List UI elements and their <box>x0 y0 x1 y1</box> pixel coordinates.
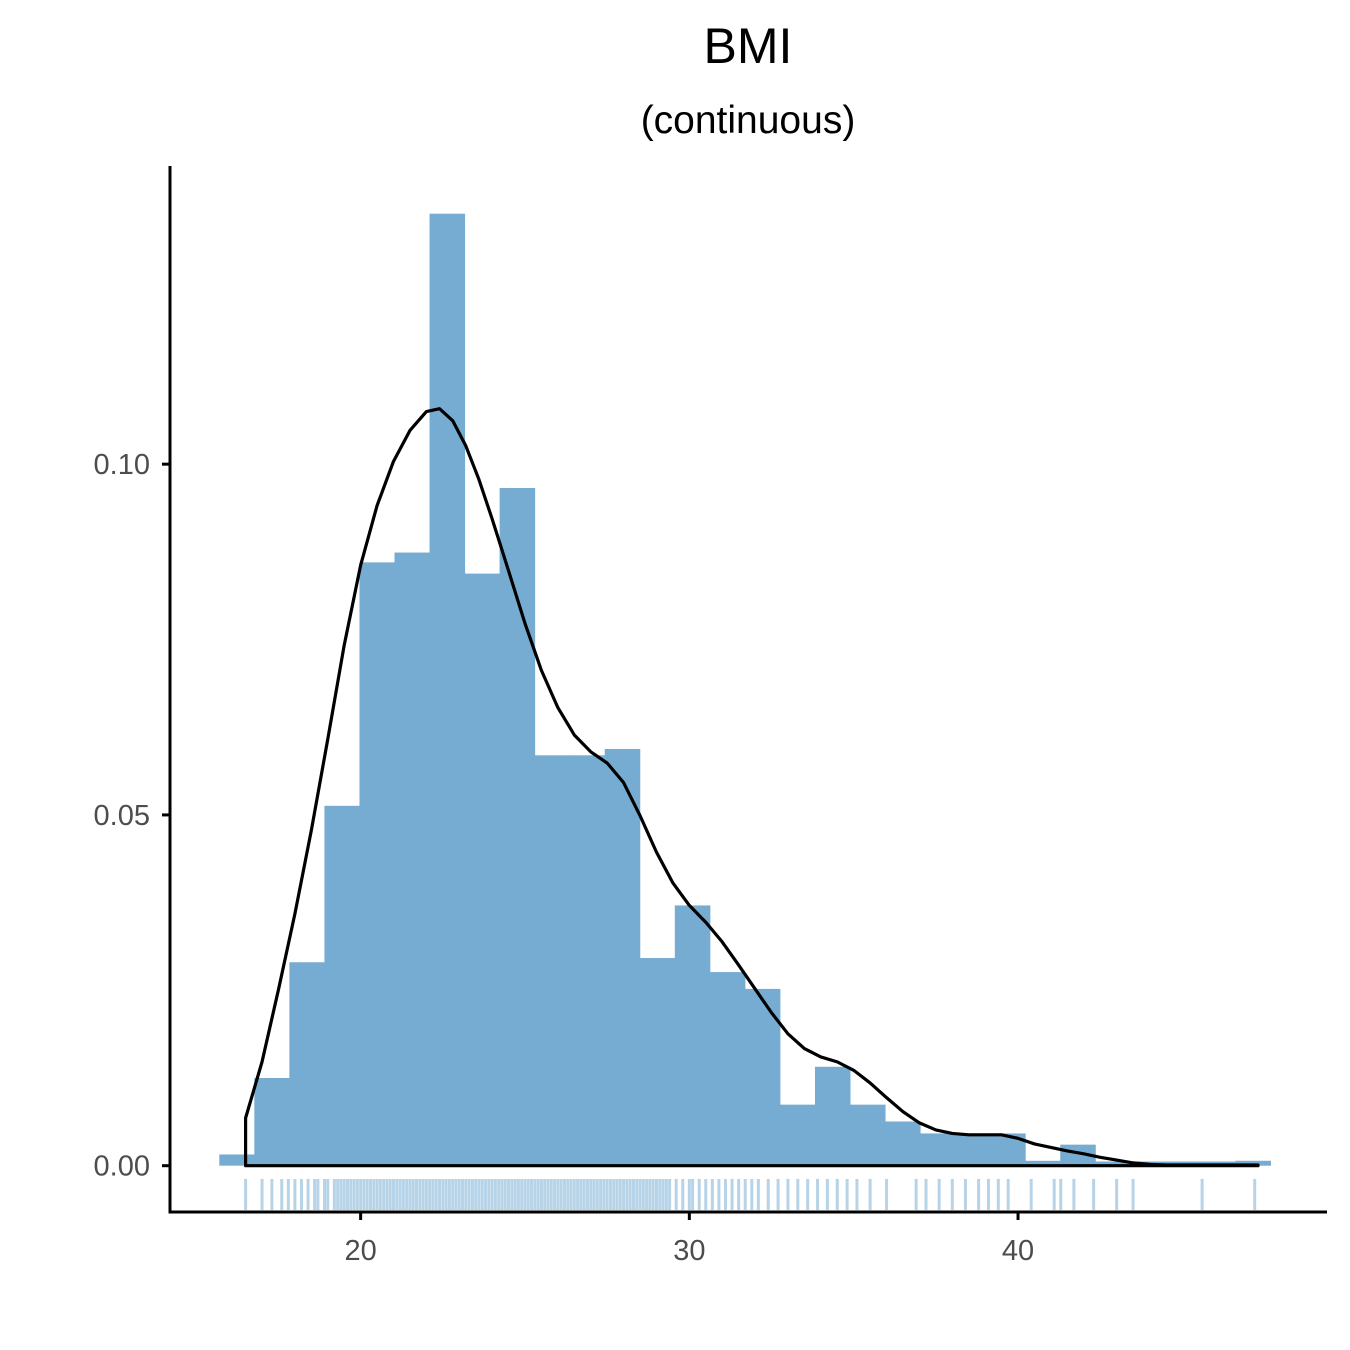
histogram-bar <box>1235 1160 1271 1166</box>
density-curve <box>244 407 1260 1168</box>
histogram-bar <box>359 562 395 1166</box>
histogram-bar <box>885 1121 921 1166</box>
y-tick-label: 0.10 <box>94 449 150 481</box>
histogram-bar <box>464 573 501 1166</box>
chart-title: BMI <box>704 18 793 74</box>
rug-marks <box>244 1179 1257 1210</box>
histogram-bar <box>850 1104 886 1166</box>
histogram-bar <box>394 552 431 1166</box>
histogram-bars <box>219 213 1271 1166</box>
histogram-bar <box>674 905 711 1166</box>
histogram-bar <box>254 1078 290 1166</box>
chart-subtitle: (continuous) <box>641 99 856 142</box>
x-tick-label: 40 <box>1002 1235 1034 1267</box>
histogram-bar <box>324 805 360 1166</box>
histogram-bar <box>534 755 571 1166</box>
histogram-bar <box>429 213 466 1166</box>
x-tick-label: 30 <box>673 1235 705 1267</box>
histogram-bar <box>604 748 641 1166</box>
y-tick-label: 0.00 <box>94 1151 150 1183</box>
histogram-bar <box>499 488 536 1166</box>
y-tick-label: 0.05 <box>94 800 150 832</box>
histogram-bar <box>289 962 325 1166</box>
histogram-bar <box>814 1066 851 1166</box>
histogram-bar <box>569 755 606 1166</box>
histogram-bar <box>1095 1161 1131 1166</box>
x-axis-ticks: 20 30 40 <box>345 1212 1034 1267</box>
x-tick-label: 20 <box>345 1235 377 1267</box>
y-axis-ticks: 0.00 0.05 0.10 <box>94 449 170 1183</box>
histogram-bar <box>955 1133 991 1166</box>
histogram-bar <box>219 1154 255 1166</box>
histogram-bar <box>709 972 746 1166</box>
histogram-bar <box>1025 1160 1061 1166</box>
histogram-bar <box>639 958 676 1166</box>
histogram-bar <box>920 1133 956 1166</box>
histogram-bar <box>779 1104 816 1166</box>
